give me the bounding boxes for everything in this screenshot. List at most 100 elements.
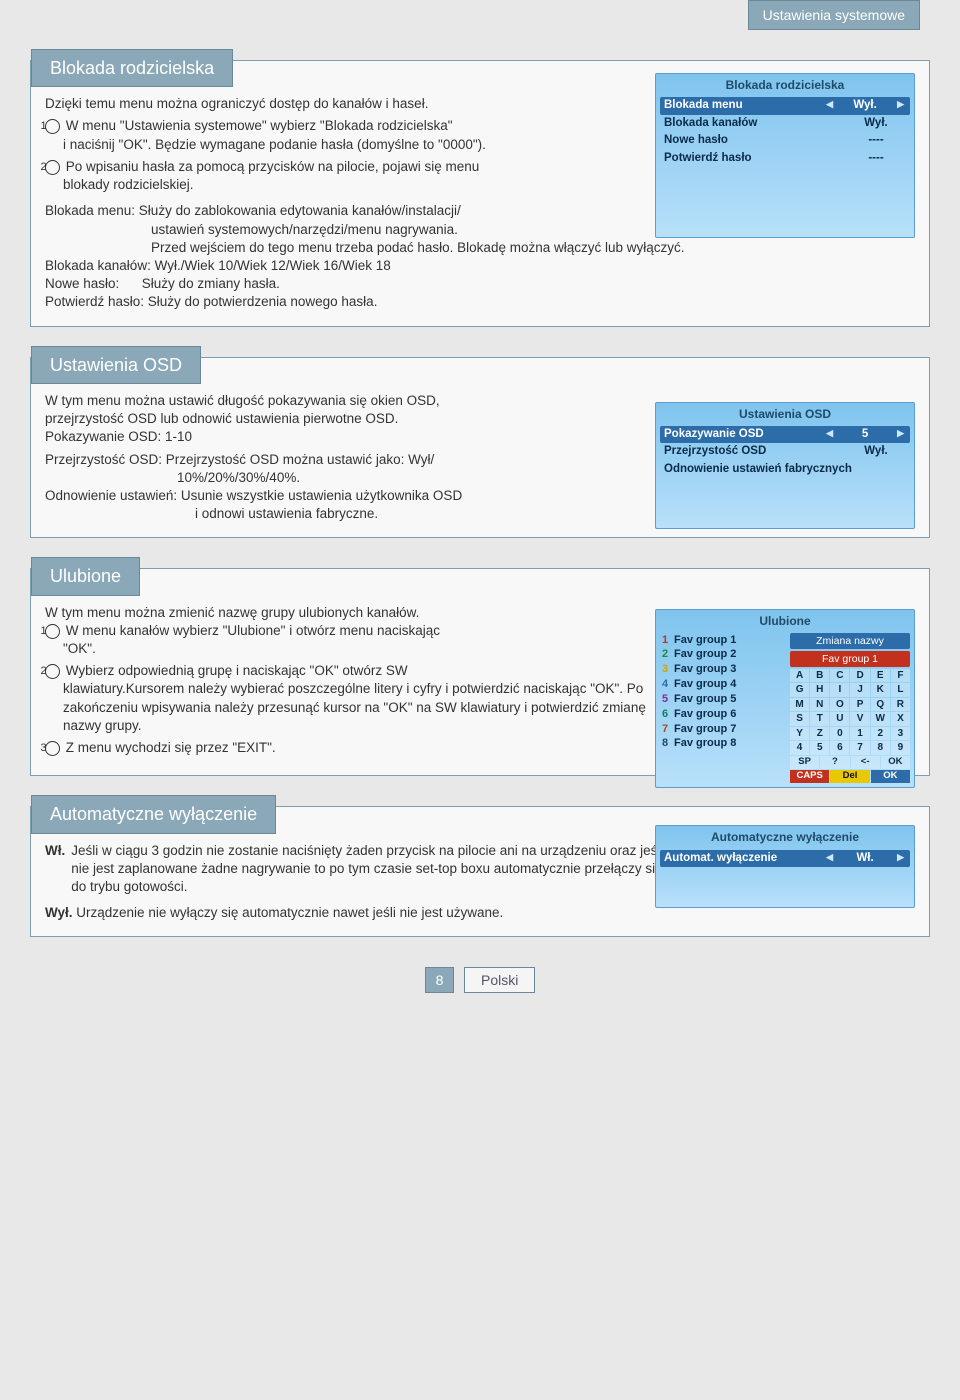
- tv-menu-row[interactable]: Blokada kanałówWył.: [656, 115, 914, 133]
- keyboard-key[interactable]: 1: [850, 727, 869, 741]
- auto-off-text: Urządzenie nie wyłączy się automatycznie…: [76, 905, 503, 920]
- key-del[interactable]: Del: [830, 770, 869, 783]
- right-arrow-icon[interactable]: ▶: [895, 427, 906, 443]
- favorite-group-item[interactable]: 1 Fav group 1: [660, 633, 786, 648]
- keyboard-key[interactable]: X: [891, 712, 910, 726]
- left-arrow-icon[interactable]: ◀: [824, 427, 835, 443]
- tv-panel-title: Ustawienia OSD: [656, 403, 914, 426]
- tv-row-value: ----: [846, 133, 906, 149]
- tv-menu-row[interactable]: Automat. wyłączenie◀Wł.▶: [660, 850, 910, 868]
- keyboard-key[interactable]: I: [830, 683, 849, 697]
- text: Przed wejściem do tego menu trzeba podać…: [45, 239, 915, 257]
- fav-step-3: 3 Z menu wychodzi się przez "EXIT".: [45, 739, 665, 757]
- favorite-group-item[interactable]: 5 Fav group 5: [660, 692, 786, 707]
- keyboard-key[interactable]: V: [850, 712, 869, 726]
- keyboard-key[interactable]: 0: [830, 727, 849, 741]
- tv-menu-row[interactable]: Nowe hasło----: [656, 132, 914, 150]
- keyboard-key[interactable]: U: [830, 712, 849, 726]
- tv-menu-row[interactable]: Przejrzystość OSDWył.: [656, 443, 914, 461]
- keyboard-key[interactable]: 7: [850, 741, 869, 755]
- keyboard-key[interactable]: E: [871, 669, 890, 683]
- section-osd-settings: Ustawienia OSD W tym menu można ustawić …: [30, 357, 930, 539]
- tv-row-label: Pokazywanie OSD: [664, 427, 824, 443]
- keyboard-key[interactable]: L: [891, 683, 910, 697]
- key-caps[interactable]: CAPS: [790, 770, 829, 783]
- text: Potwierdź hasło: Służy do potwierdzenia …: [45, 293, 915, 311]
- keyboard-key[interactable]: F: [891, 669, 910, 683]
- section-title: Blokada rodzicielska: [31, 49, 233, 87]
- keyboard-key[interactable]: J: [850, 683, 869, 697]
- keyboard-key[interactable]: 4: [790, 741, 809, 755]
- favorite-group-item[interactable]: 8 Fav group 8: [660, 736, 786, 751]
- favorite-group-item[interactable]: 6 Fav group 6: [660, 707, 786, 722]
- key-ok-blue[interactable]: OK: [871, 770, 910, 783]
- tv-panel-parental: Blokada rodzicielska Blokada menu◀Wył.▶B…: [655, 73, 915, 238]
- fav-step-1: 1 W menu kanałów wybierz "Ulubione" i ot…: [45, 622, 665, 658]
- keyboard-key[interactable]: Y: [790, 727, 809, 741]
- tv-row-label: Automat. wyłączenie: [664, 851, 824, 867]
- tv-panel-title: Ulubione: [656, 610, 914, 632]
- keyboard-key[interactable]: O: [830, 698, 849, 712]
- keyboard-key[interactable]: D: [850, 669, 869, 683]
- right-arrow-icon[interactable]: ▶: [895, 851, 906, 867]
- right-arrow-icon[interactable]: ▶: [895, 98, 906, 114]
- tv-menu-row[interactable]: Odnowienie ustawień fabrycznych: [656, 461, 914, 479]
- key-backspace[interactable]: <-: [851, 756, 880, 769]
- key-ok[interactable]: OK: [881, 756, 910, 769]
- tv-row-value: Wył.: [846, 444, 906, 460]
- tv-menu-row[interactable]: Blokada menu◀Wył.▶: [660, 97, 910, 115]
- rename-label: Zmiana nazwy: [790, 633, 910, 649]
- tv-row-value: ----: [846, 151, 906, 167]
- tv-menu-row[interactable]: Potwierdź hasło----: [656, 150, 914, 168]
- favorites-list: 1 Fav group 12 Fav group 23 Fav group 34…: [660, 633, 786, 783]
- page-footer: 8 Polski: [0, 967, 960, 993]
- key-space[interactable]: SP: [790, 756, 819, 769]
- fav-item-number: 7: [662, 722, 674, 737]
- keyboard-key[interactable]: S: [790, 712, 809, 726]
- keyboard-key[interactable]: 6: [830, 741, 849, 755]
- keyboard-bottom-row[interactable]: SP ? <- OK: [790, 756, 910, 769]
- keyboard-key[interactable]: 9: [891, 741, 910, 755]
- keyboard-key[interactable]: K: [871, 683, 890, 697]
- tv-row-label: Potwierdź hasło: [664, 151, 846, 167]
- keyboard-key[interactable]: W: [871, 712, 890, 726]
- key-question[interactable]: ?: [820, 756, 849, 769]
- keyboard-key[interactable]: H: [810, 683, 829, 697]
- keyboard-key[interactable]: 3: [891, 727, 910, 741]
- keyboard-key[interactable]: Z: [810, 727, 829, 741]
- fav-item-label: Fav group 4: [674, 677, 736, 692]
- keyboard-key[interactable]: G: [790, 683, 809, 697]
- step-number: 3: [45, 741, 60, 756]
- text: Pokazywanie OSD: 1-10: [45, 428, 665, 446]
- section-title: Automatyczne wyłączenie: [31, 795, 276, 833]
- software-keyboard[interactable]: ABCDEF GHIJKL MNOPQR STUVWX YZ0123 456789: [790, 669, 910, 755]
- text: Blokada kanałów: Wył./Wiek 10/Wiek 12/Wi…: [45, 257, 915, 275]
- fav-item-number: 3: [662, 662, 674, 677]
- left-arrow-icon[interactable]: ◀: [824, 851, 835, 867]
- favorite-group-item[interactable]: 3 Fav group 3: [660, 662, 786, 677]
- tv-menu-row[interactable]: Pokazywanie OSD◀5▶: [660, 426, 910, 444]
- tv-row-value: Wył.: [846, 116, 906, 132]
- keyboard-key[interactable]: T: [810, 712, 829, 726]
- left-arrow-icon[interactable]: ◀: [824, 98, 835, 114]
- keyboard-key[interactable]: A: [790, 669, 809, 683]
- page-header-tab: Ustawienia systemowe: [748, 0, 920, 30]
- keyboard-key[interactable]: 2: [871, 727, 890, 741]
- keyboard-key[interactable]: 8: [871, 741, 890, 755]
- keyboard-key[interactable]: Q: [871, 698, 890, 712]
- keyboard-key[interactable]: R: [891, 698, 910, 712]
- keyboard-key[interactable]: C: [830, 669, 849, 683]
- keyboard-key[interactable]: B: [810, 669, 829, 683]
- keyboard-key[interactable]: M: [790, 698, 809, 712]
- keyboard-key[interactable]: P: [850, 698, 869, 712]
- favorite-group-item[interactable]: 4 Fav group 4: [660, 677, 786, 692]
- favorite-group-item[interactable]: 2 Fav group 2: [660, 647, 786, 662]
- favorite-group-item[interactable]: 7 Fav group 7: [660, 722, 786, 737]
- keyboard-key[interactable]: N: [810, 698, 829, 712]
- keyboard-key[interactable]: 5: [810, 741, 829, 755]
- tv-panel-favorites: Ulubione 1 Fav group 12 Fav group 23 Fav…: [655, 609, 915, 787]
- fav-item-number: 5: [662, 692, 674, 707]
- fav-item-label: Fav group 5: [674, 692, 736, 707]
- auto-on-label: Wł.: [45, 842, 65, 897]
- keyboard-color-row[interactable]: CAPS Del OK: [790, 770, 910, 783]
